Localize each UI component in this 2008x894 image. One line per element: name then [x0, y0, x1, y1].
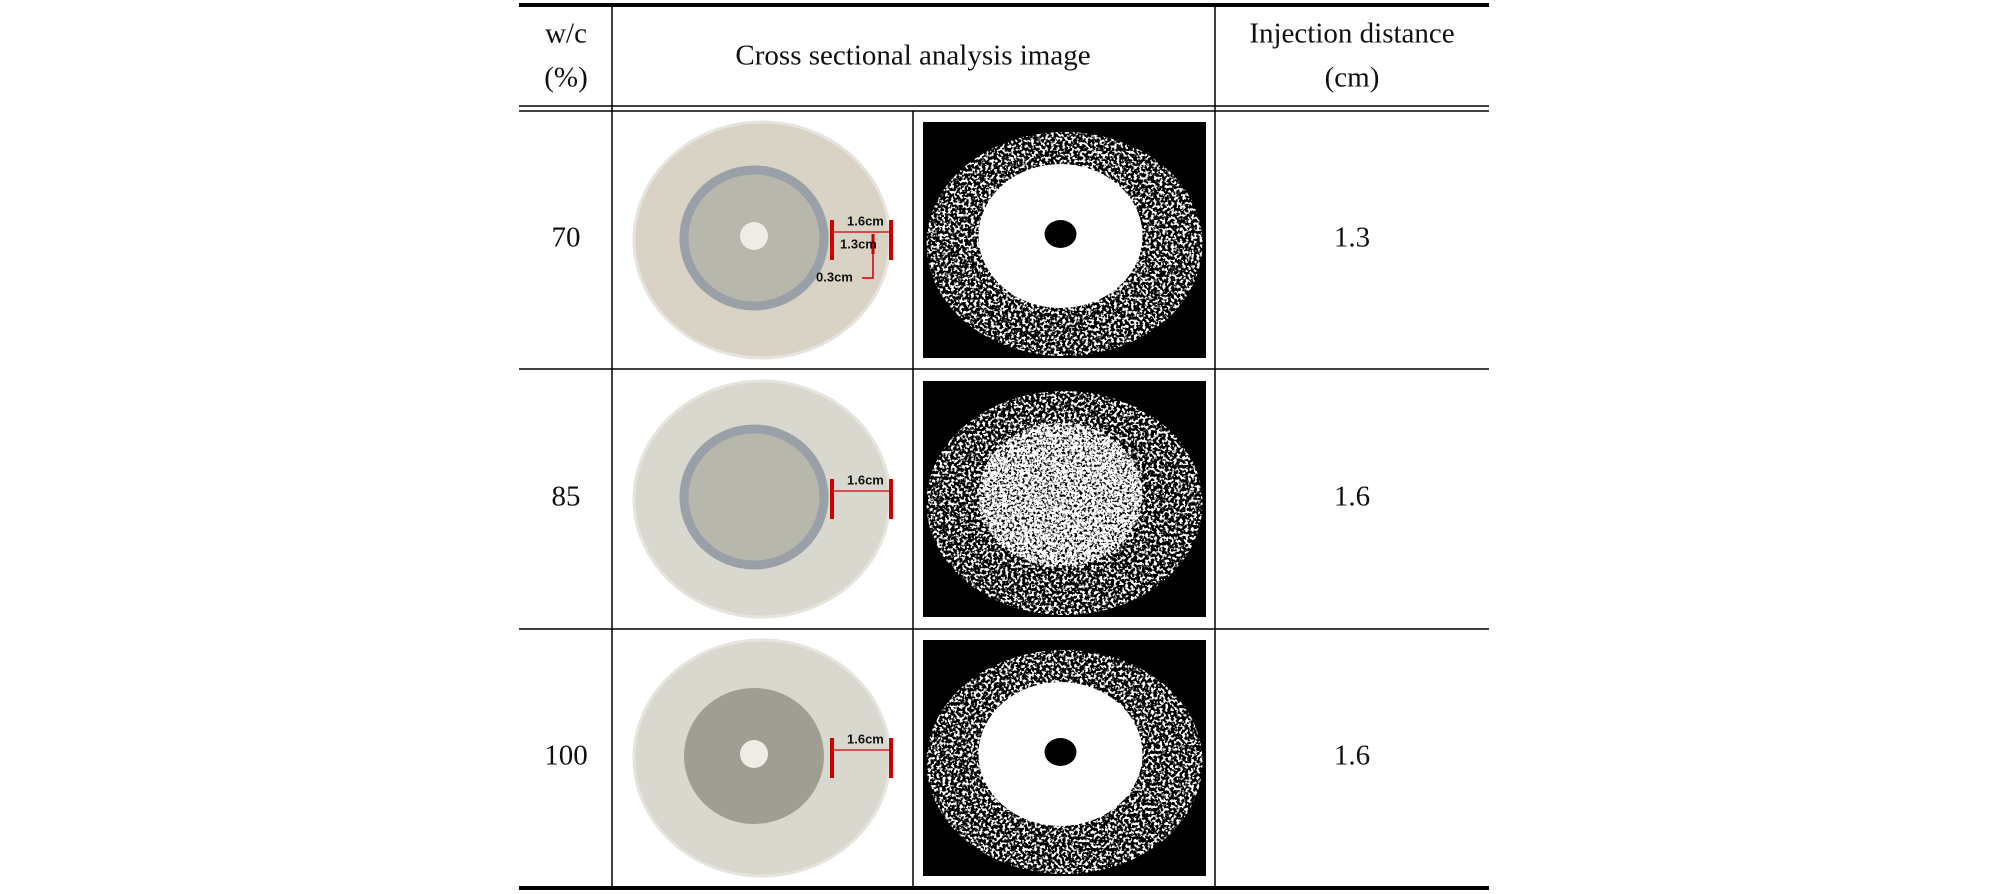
binarized-image	[923, 122, 1206, 358]
distance-cell: 1.6	[1334, 481, 1370, 513]
distance-cell: 1.6	[1334, 740, 1370, 772]
table-rules	[519, 3, 1489, 890]
measure-label: 0.3cm	[816, 269, 853, 284]
header-cell: (cm)	[1325, 62, 1380, 94]
specimen-photo: 1.6cm	[632, 379, 893, 619]
measure-label: 1.3cm	[840, 236, 877, 251]
specimen-photo: 1.6cm	[632, 638, 893, 878]
header-cell: Cross sectional analysis image	[735, 40, 1090, 72]
distance-cell: 1.3	[1334, 222, 1370, 254]
binary-hole	[1044, 220, 1077, 248]
measure-label: 1.6cm	[847, 213, 884, 228]
specimen-photo: 1.6cm 1.3cm 0.3cm	[632, 120, 893, 360]
measure-label: 1.6cm	[847, 731, 884, 746]
binarized-image	[923, 381, 1206, 617]
measure-label: 1.6cm	[847, 472, 884, 487]
wc-cell: 70	[552, 222, 581, 254]
header-cell: (%)	[544, 62, 587, 94]
measure-arrow	[862, 254, 874, 279]
binary-hole	[1044, 738, 1077, 766]
binarized-image	[923, 640, 1206, 876]
specimen-hole	[740, 222, 768, 250]
wc-cell: 100	[544, 740, 588, 772]
header-cell: w/c	[545, 18, 587, 50]
header-cell: Injection distance	[1249, 18, 1454, 50]
wc-cell: 85	[552, 481, 581, 513]
binary-inner	[978, 423, 1143, 567]
specimen-hole	[740, 740, 768, 768]
specimen-hole	[740, 481, 768, 509]
